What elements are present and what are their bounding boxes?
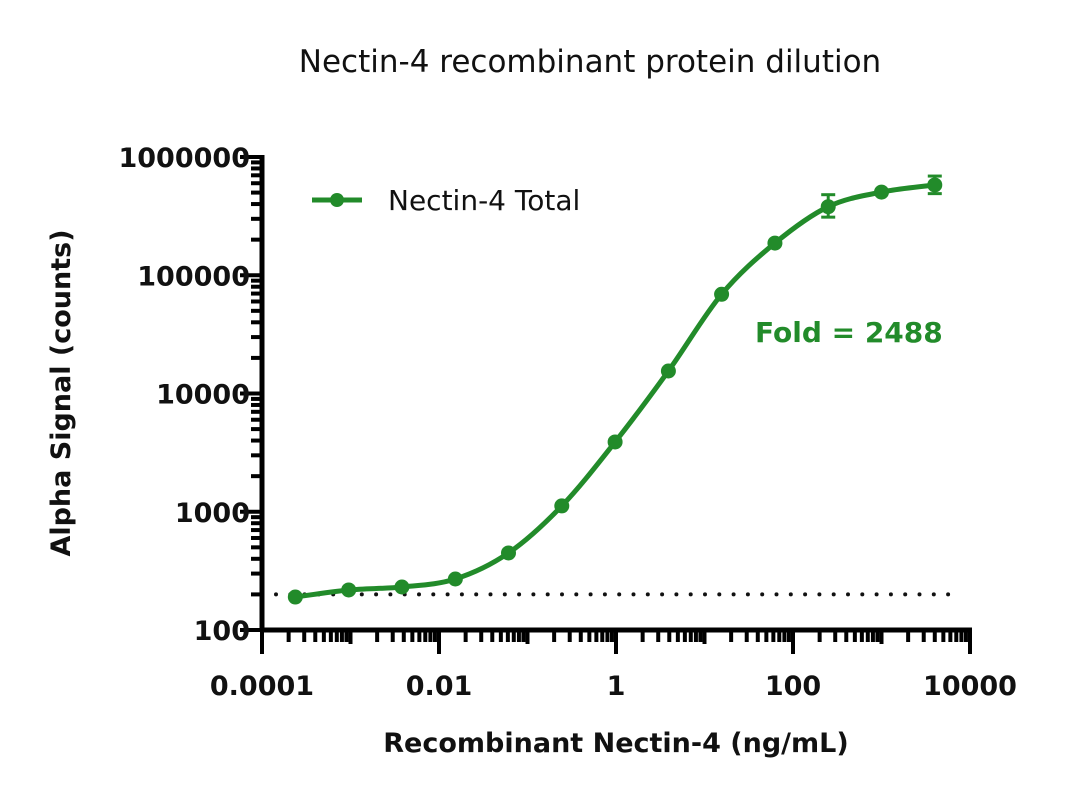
baseline-dot — [688, 592, 693, 597]
data-point — [554, 498, 570, 514]
legend: Nectin-4 Total — [312, 184, 580, 217]
data-point — [874, 184, 889, 200]
data-point — [394, 579, 410, 595]
x-tick-label: 1 — [607, 671, 626, 702]
y-axis-label: Alpha Signal (counts) — [46, 229, 77, 556]
baseline-dot — [274, 592, 278, 597]
baseline-dot — [645, 592, 650, 597]
baseline-dot — [788, 592, 793, 597]
baseline-dot — [931, 592, 936, 597]
data-point — [501, 545, 517, 561]
baseline-dot — [445, 592, 450, 597]
x-tick-label: 0.0001 — [210, 671, 314, 702]
baseline-dot — [674, 592, 679, 597]
baseline-dot — [846, 592, 850, 597]
axes — [240, 155, 972, 654]
baseline-dot — [717, 592, 722, 597]
baseline-dot — [560, 592, 564, 597]
baseline-dot — [760, 592, 765, 597]
fit-curve — [294, 182, 936, 600]
baseline-dot — [731, 592, 736, 597]
baseline-dot — [903, 592, 908, 597]
chart-title: Nectin-4 recombinant protein dilution — [299, 44, 881, 80]
x-axis-label: Recombinant Nectin-4 (ng/mL) — [383, 728, 848, 759]
y-tick-label: 10000 — [156, 380, 250, 411]
baseline-dot — [602, 592, 607, 597]
baseline-dot — [517, 592, 522, 597]
baseline-dot — [874, 592, 879, 597]
baseline-dot — [660, 592, 665, 597]
baseline-dot — [745, 592, 750, 597]
baseline-dot — [703, 592, 707, 597]
y-tick-labels: 100 1000 10000 100000 1000000 — [118, 143, 250, 647]
baseline-dot — [917, 592, 922, 597]
fold-annotation: Fold = 2488 — [755, 316, 943, 349]
baseline-dot — [831, 592, 836, 597]
x-tick-label: 100 — [765, 671, 821, 702]
baseline-dot — [588, 592, 593, 597]
y-tick-label: 100000 — [137, 261, 250, 292]
data-point — [660, 363, 676, 379]
data-point — [927, 177, 943, 193]
baseline-dot — [531, 592, 536, 597]
baseline-dot — [417, 592, 421, 597]
y-tick-label: 1000 — [175, 498, 250, 529]
baseline-dot — [888, 592, 893, 597]
y-tick-label: 100 — [194, 616, 250, 647]
baseline-dot — [388, 592, 393, 597]
plot-area — [287, 174, 943, 605]
baseline-dot — [617, 592, 622, 597]
baseline-dot — [459, 592, 464, 597]
data-point — [607, 434, 623, 450]
data-point — [287, 589, 303, 605]
x-tick-labels: 0.0001 0.01 1 100 10000 — [210, 671, 1017, 702]
legend-label: Nectin-4 Total — [388, 184, 580, 217]
y-tick-label: 1000000 — [118, 143, 250, 174]
baseline-dot — [545, 592, 550, 597]
baseline-dot — [860, 592, 865, 597]
legend-marker — [330, 193, 344, 207]
baseline-dot — [431, 592, 436, 597]
baseline-dot — [374, 592, 379, 597]
baseline-dot — [631, 592, 636, 597]
data-point — [767, 235, 783, 251]
data-point — [820, 199, 836, 215]
baseline-dot — [803, 592, 808, 597]
data-point — [447, 571, 463, 587]
baseline-dot — [946, 592, 951, 597]
baseline-dot — [817, 592, 822, 597]
baseline-dot — [502, 592, 507, 597]
baseline-dot — [488, 592, 493, 597]
x-tick-label: 10000 — [923, 671, 1017, 702]
baseline-dot — [474, 592, 479, 597]
baseline-dotted-line — [274, 592, 951, 597]
baseline-dot — [359, 592, 364, 597]
x-tick-label: 0.01 — [406, 671, 473, 702]
baseline-dot — [774, 592, 779, 597]
baseline-dot — [574, 592, 579, 597]
data-point — [341, 582, 357, 598]
data-point — [714, 286, 730, 302]
